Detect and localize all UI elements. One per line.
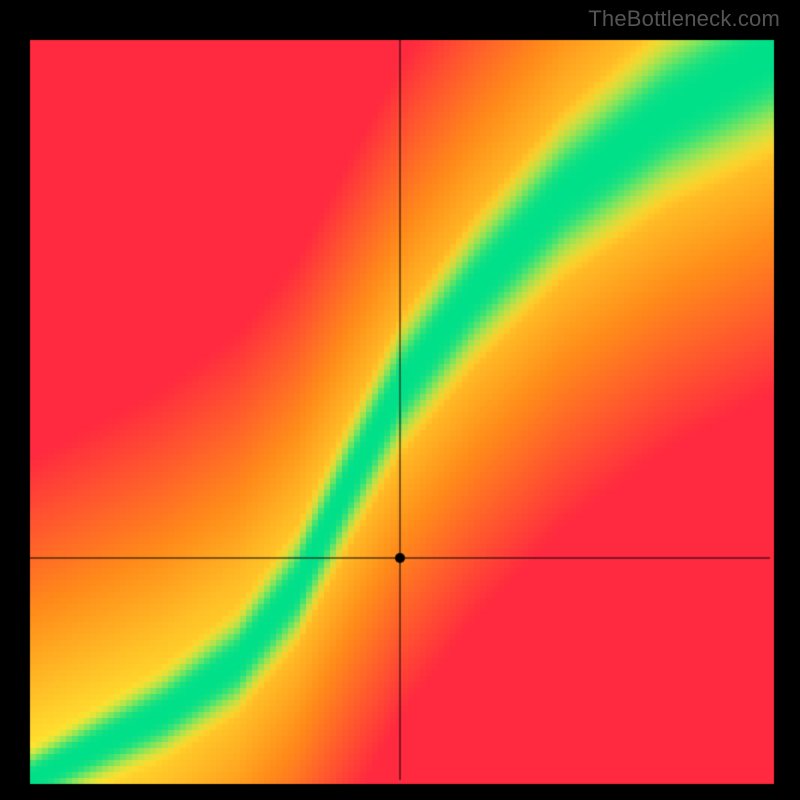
bottleneck-heatmap-canvas: [0, 0, 800, 800]
watermark-text: TheBottleneck.com: [588, 6, 780, 32]
chart-container: TheBottleneck.com: [0, 0, 800, 800]
